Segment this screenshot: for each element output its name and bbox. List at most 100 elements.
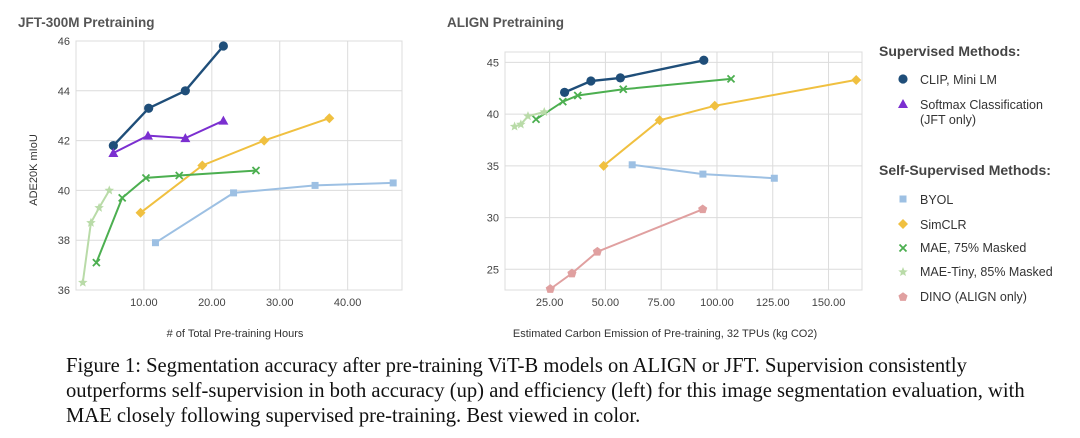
series-line-mae-tiny (81, 189, 111, 283)
chart-title-jft: JFT-300M Pretraining (18, 15, 155, 30)
figure-caption: Figure 1: Segmentation accuracy after pr… (66, 355, 1025, 427)
legend-title-supervised: Supervised Methods: (879, 43, 1021, 59)
x-tick-label-jft: 40.00 (334, 297, 362, 309)
data-point-mae (251, 166, 261, 175)
y-tick-label-jft: 36 (58, 285, 70, 297)
data-point-byol (311, 181, 319, 189)
figure: JFT-300M Pretraining ALIGN Pretraining A… (18, 15, 1053, 340)
data-point-simclr (324, 113, 335, 124)
data-point-clip (559, 87, 570, 97)
legend-marker-softmax (898, 99, 908, 108)
y-tick-label-jft: 40 (58, 185, 70, 197)
legend-symbol-byol (899, 195, 907, 203)
series-line-dino (549, 208, 704, 290)
data-point-byol (230, 189, 238, 197)
data-point-byol (151, 239, 159, 247)
x-tick-label-align: 50.00 (592, 297, 620, 309)
data-point-mae (92, 258, 101, 267)
y-tick-label-jft: 44 (58, 86, 70, 98)
data-point-simclr (197, 160, 208, 171)
series-line-clip (564, 59, 705, 94)
legend-marker-simclr (898, 219, 908, 229)
data-point-simclr (135, 207, 146, 218)
legend-marker-mae (898, 243, 908, 253)
data-point-dino (567, 268, 577, 278)
legend-label-softmax: Softmax Classification (920, 98, 1043, 112)
data-point-clip (218, 41, 228, 51)
legend-label-clip: CLIP, Mini LM (920, 73, 997, 87)
data-point-mae-tiny (94, 202, 104, 212)
data-point-clip (108, 140, 118, 151)
data-point-mae-tiny (86, 217, 96, 227)
legend-symbol-mae-tiny (898, 267, 908, 277)
legend-symbol-mae (898, 243, 908, 253)
x-tick-label-jft: 20.00 (198, 297, 226, 309)
data-point-mae-tiny (104, 185, 115, 195)
legend-label-dino: DINO (ALIGN only) (920, 290, 1027, 304)
chart-ylabel-jft: ADE20K mIoU (28, 134, 40, 206)
data-point-softmax (218, 115, 229, 125)
data-point-mae (558, 97, 567, 106)
x-tick-label-align: 25.00 (536, 297, 564, 309)
legend-label-mae-tiny: MAE-Tiny, 85% Masked (920, 265, 1053, 279)
x-tick-label-align: 150.00 (812, 297, 846, 309)
series-line-simclr (139, 117, 330, 214)
data-point-mae-tiny (523, 111, 533, 121)
data-point-simclr (598, 160, 609, 171)
series-line-simclr (602, 78, 857, 167)
legend-item-mae: MAE, 75% Masked (898, 241, 1026, 255)
y-tick-label-align: 40 (487, 109, 499, 121)
data-point-simclr (259, 135, 270, 146)
data-point-simclr (654, 115, 665, 126)
legend: Supervised Methods: CLIP, Mini LM Softma… (879, 43, 1053, 304)
data-point-mae (175, 171, 184, 180)
legend-symbol-clip (898, 74, 908, 84)
plot-frame-align (504, 51, 863, 291)
data-point-simclr (709, 100, 720, 111)
data-point-byol (770, 174, 778, 182)
series-line-clip (112, 45, 225, 147)
legend-item-mae-tiny: MAE-Tiny, 85% Masked (898, 265, 1053, 279)
data-point-clip (586, 76, 596, 86)
legend-label-byol: BYOL (920, 193, 953, 207)
series-line-byol (154, 181, 394, 244)
legend-item-clip: CLIP, Mini LM (898, 73, 997, 87)
data-point-mae (141, 173, 151, 183)
series-line-softmax (112, 119, 224, 154)
plot-align: 25 30 35 40 45 25.00 50.00 75.00 100.00 125.00 150… (487, 51, 863, 309)
data-point-softmax (108, 148, 119, 158)
data-point-clip (615, 73, 625, 83)
data-point-mae (531, 115, 541, 124)
plot-jft: 36 38 40 42 44 46 10.00 20.00 30.00 40.00 (58, 36, 403, 309)
legend-marker-clip (898, 74, 908, 84)
data-point-softmax (180, 133, 191, 143)
legend-item-byol: BYOL (899, 193, 953, 207)
legend-item-softmax: Softmax Classification (JFT only) (898, 98, 1043, 127)
y-tick-label-jft: 42 (58, 136, 70, 148)
data-point-byol (389, 179, 397, 187)
data-point-clip (144, 103, 154, 113)
plot-frame-jft (75, 40, 403, 291)
y-tick-label-jft: 38 (58, 235, 70, 247)
x-tick-label-align: 100.00 (700, 297, 734, 309)
x-tick-label-jft: 30.00 (266, 297, 294, 309)
data-point-dino (698, 204, 708, 214)
chart-title-align: ALIGN Pretraining (447, 15, 564, 30)
legend-marker-byol (899, 195, 907, 203)
legend-symbol-softmax (898, 99, 908, 108)
data-point-clip (699, 55, 709, 65)
data-point-mae (573, 91, 582, 100)
legend-marker-mae-tiny (898, 267, 908, 277)
chart-xlabel-jft: # of Total Pre-training Hours (167, 328, 304, 340)
data-point-mae-tiny (516, 119, 526, 129)
data-point-simclr (851, 74, 862, 85)
y-tick-label-align: 30 (487, 213, 499, 225)
legend-item-dino: DINO (ALIGN only) (898, 290, 1027, 304)
y-tick-label-align: 25 (487, 264, 499, 276)
data-point-mae-tiny (539, 107, 550, 117)
data-point-mae (118, 193, 127, 203)
legend-symbol-simclr (898, 219, 908, 229)
x-tick-label-align: 125.00 (756, 297, 790, 309)
data-point-mae-tiny (78, 277, 88, 287)
y-tick-label-align: 45 (487, 57, 499, 69)
